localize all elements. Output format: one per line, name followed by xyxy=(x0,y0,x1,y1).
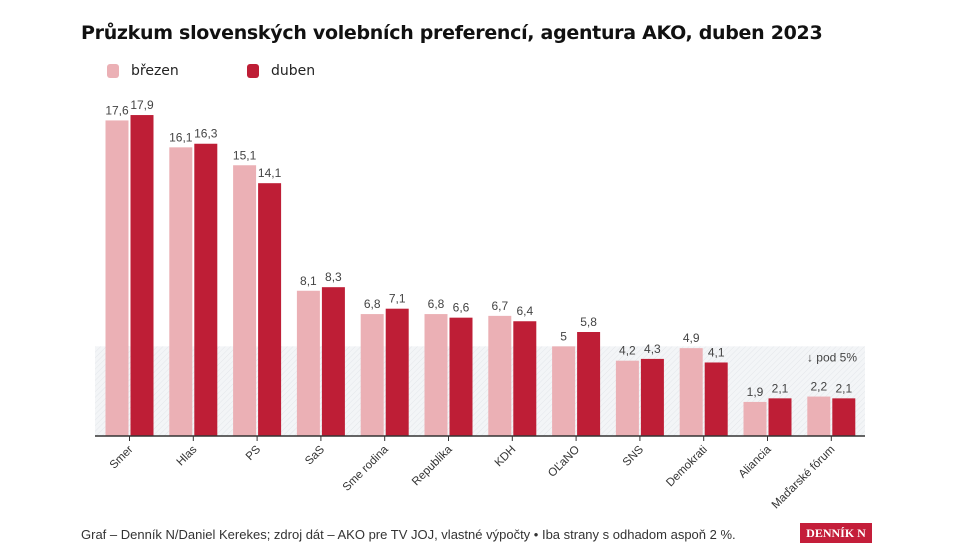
data-label: 5,8 xyxy=(580,315,597,329)
legend-swatch xyxy=(107,64,119,78)
data-label: 6,4 xyxy=(516,304,533,318)
data-label: 17,9 xyxy=(130,98,154,112)
bar-duben-5 xyxy=(449,317,473,436)
x-tick-label: Aliancia xyxy=(737,443,774,480)
bar-duben-4 xyxy=(385,308,409,436)
x-tick-label: Republika xyxy=(410,443,455,488)
data-label: 2,1 xyxy=(835,381,852,395)
bar-duben-9 xyxy=(704,362,728,436)
threshold-label: ↓ pod 5% xyxy=(807,350,857,364)
bar-duben-8 xyxy=(640,358,664,436)
bar-březen-5 xyxy=(424,314,448,436)
bar-duben-11 xyxy=(832,398,856,436)
data-label: 8,3 xyxy=(325,270,342,284)
data-label: 1,9 xyxy=(747,385,764,399)
bar-březen-9 xyxy=(679,348,703,436)
bar-březen-0 xyxy=(105,120,129,436)
data-label: 6,6 xyxy=(453,301,470,315)
data-label: 2,1 xyxy=(772,381,789,395)
bar-březen-1 xyxy=(169,147,193,436)
logo: DENNÍK N xyxy=(800,523,872,543)
legend-label: březen xyxy=(131,63,179,79)
data-label: 16,1 xyxy=(169,130,193,144)
legend-item-brezen: březen xyxy=(107,63,179,79)
legend-label: duben xyxy=(271,63,316,79)
bar-březen-2 xyxy=(233,165,257,436)
x-tick-label: Hlas xyxy=(175,443,200,468)
legend-swatch xyxy=(247,64,259,78)
data-label: 8,1 xyxy=(300,274,317,288)
bar-duben-2 xyxy=(258,183,282,436)
bar-duben-6 xyxy=(513,321,537,436)
x-tick-label: KDH xyxy=(493,444,519,470)
bar-duben-0 xyxy=(130,115,154,436)
data-label: 4,1 xyxy=(708,345,725,359)
data-label: 4,9 xyxy=(683,331,700,345)
data-label: 4,2 xyxy=(619,344,636,358)
data-label: 15,1 xyxy=(233,148,257,162)
bar-duben-1 xyxy=(194,143,218,436)
data-label: 2,2 xyxy=(810,380,827,394)
data-label: 17,6 xyxy=(105,103,129,117)
threshold-zone xyxy=(95,346,865,436)
footer-source: Graf – Denník N/Daniel Kerekes; zdroj dá… xyxy=(81,527,736,542)
bar-březen-10 xyxy=(743,401,767,436)
x-tick-label: Demokrati xyxy=(664,444,710,490)
bar-březen-3 xyxy=(296,290,320,436)
chart-title: Průzkum slovenských volebních preferencí… xyxy=(81,22,823,44)
data-label: 7,1 xyxy=(389,292,406,306)
x-tick-label: Smer xyxy=(108,444,136,472)
data-label: 6,8 xyxy=(364,297,381,311)
x-tick-label: PS xyxy=(244,443,264,463)
bar-duben-7 xyxy=(577,332,601,436)
bar-březen-11 xyxy=(807,396,831,436)
x-tick-label: Maďarské fórum xyxy=(770,444,838,512)
data-label: 16,3 xyxy=(194,127,218,141)
x-tick-label: OĽaNO xyxy=(546,444,582,480)
data-label: 6,7 xyxy=(491,299,508,313)
x-tick-label: SaS xyxy=(303,443,327,467)
bar-březen-4 xyxy=(360,314,384,436)
bar-březen-8 xyxy=(615,360,639,436)
x-tick-label: SNS xyxy=(621,443,646,468)
data-label: 5 xyxy=(560,329,567,343)
bar-březen-6 xyxy=(488,315,512,436)
legend-item-duben: duben xyxy=(247,63,315,79)
x-tick-label: Sme rodina xyxy=(341,443,391,493)
bar-duben-10 xyxy=(768,398,792,436)
data-label: 6,8 xyxy=(428,297,445,311)
data-label: 4,3 xyxy=(644,342,661,356)
bar-březen-7 xyxy=(552,346,576,436)
bar-duben-3 xyxy=(321,287,345,436)
data-label: 14,1 xyxy=(258,166,282,180)
